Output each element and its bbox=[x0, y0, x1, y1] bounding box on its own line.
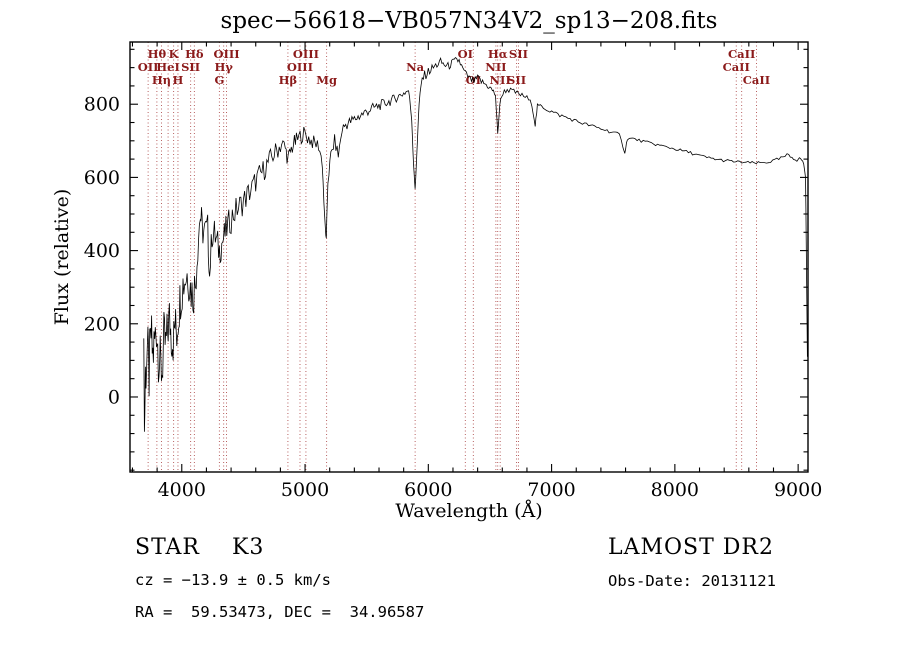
plot-frame bbox=[129, 41, 809, 473]
spectral-line-label: SII bbox=[181, 60, 200, 74]
spectral-line-label: SII bbox=[509, 47, 528, 61]
x-axis-label: Wavelength (Å) bbox=[395, 500, 543, 522]
spectral-line-label: Hγ bbox=[214, 60, 233, 74]
spectral-line-label: NII bbox=[490, 73, 511, 87]
spectral-line-label: NII bbox=[485, 60, 506, 74]
x-tick-label: 7000 bbox=[527, 479, 575, 501]
survey-label: LAMOST DR2 bbox=[608, 535, 774, 560]
spectral-line-label: Hη bbox=[152, 73, 171, 87]
spectral-line-label: Hα bbox=[488, 47, 508, 61]
spectral-line-label: CaII bbox=[723, 60, 750, 74]
x-tick-label: 5000 bbox=[281, 479, 329, 501]
coordinates: RA = 59.53473, DEC = 34.96587 bbox=[135, 603, 425, 621]
spectral-line-label: Mg bbox=[316, 73, 337, 87]
spectral-line-label: G bbox=[214, 73, 224, 87]
cz-value: cz = −13.9 ± 0.5 km/s bbox=[135, 571, 331, 589]
spectral-line-label: Hθ bbox=[148, 47, 167, 61]
spectral-line-label: Na bbox=[406, 60, 425, 74]
chart-title: spec−56618−VB057N34V2_sp13−208.fits bbox=[220, 8, 718, 34]
spectral-line-label: OIII bbox=[293, 47, 319, 61]
y-tick-label: 600 bbox=[84, 167, 120, 189]
object-class-label: STAR K3 bbox=[135, 535, 265, 560]
spectral-line-label: K bbox=[169, 47, 180, 61]
spectral-line-label: OIII bbox=[287, 60, 313, 74]
spectral-line-label: SII bbox=[507, 73, 526, 87]
y-tick-label: 200 bbox=[84, 313, 120, 335]
spectral-line-label: H bbox=[173, 73, 184, 87]
spectral-line-label: Hβ bbox=[279, 73, 298, 87]
spectral-line-label: CaII bbox=[743, 73, 770, 87]
spectral-line-label: CaII bbox=[728, 47, 755, 61]
x-tick-label: 8000 bbox=[651, 479, 699, 501]
obs-date: Obs-Date: 20131121 bbox=[608, 572, 776, 590]
y-tick-label: 400 bbox=[84, 240, 120, 262]
spectrum-line bbox=[143, 56, 808, 432]
y-axis-label: Flux (relative) bbox=[51, 188, 73, 326]
x-tick-label: 4000 bbox=[158, 479, 206, 501]
spectral-line-label: OII bbox=[138, 60, 159, 74]
spectral-line-label: Hδ bbox=[185, 47, 204, 61]
y-tick-label: 0 bbox=[108, 386, 120, 408]
spectral-line-label: OIII bbox=[213, 47, 239, 61]
x-tick-label: 6000 bbox=[404, 479, 452, 501]
x-tick-label: 9000 bbox=[774, 479, 822, 501]
spectral-line-label: OI bbox=[458, 47, 473, 61]
y-tick-label: 800 bbox=[84, 94, 120, 116]
spectral-line-label: HeI bbox=[156, 60, 180, 74]
